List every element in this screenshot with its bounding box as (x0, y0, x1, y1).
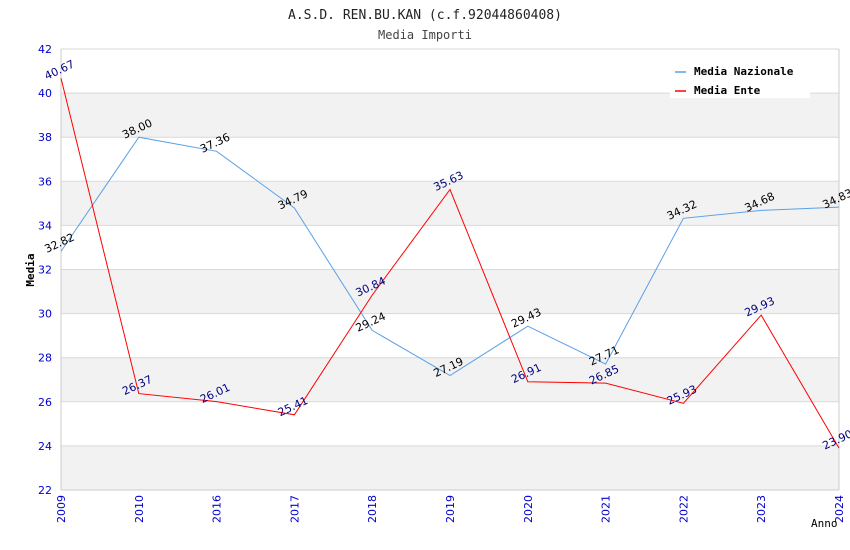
y-tick-label: 40 (38, 87, 52, 100)
x-tick-label: 2024 (833, 495, 846, 523)
series-line-media-ente (60, 78, 840, 449)
x-tick-labels: 2009 2010 2016 2017 2018 2019 2020 2021 2022 2023… (55, 495, 846, 523)
y-tick-label: 42 (38, 43, 52, 56)
data-label-media-nazionale: 32.82 (42, 231, 76, 256)
y-tick-label: 38 (38, 131, 52, 144)
y-tick-label: 32 (38, 264, 52, 277)
y-tick-label: 36 (38, 175, 52, 188)
grid-band (61, 357, 839, 402)
x-tick-label: 2009 (55, 495, 68, 523)
y-tick-label: 24 (38, 440, 52, 453)
x-tick-label: 2023 (755, 495, 768, 523)
legend-box (670, 60, 810, 98)
x-tick-label: 2020 (522, 495, 535, 523)
plot-axes (60, 49, 840, 491)
series-line-media-nazionale (60, 136, 840, 377)
x-tick-label: 2022 (677, 495, 690, 523)
x-tick-label: 2010 (133, 495, 146, 523)
chart-subtitle: Media Importi (378, 28, 472, 42)
legend-label-media-nazionale: Media Nazionale (694, 65, 794, 78)
plot-bands (61, 93, 839, 490)
x-tick-label: 2021 (600, 495, 613, 523)
x-tick-label: 2019 (444, 495, 457, 523)
y-tick-label: 30 (38, 308, 52, 321)
grid-band (61, 181, 839, 226)
y-tick-label: 22 (38, 484, 52, 497)
y-tick-label: 26 (38, 396, 52, 409)
y-tick-labels: 22 24 26 28 30 32 34 36 38 40 42 (38, 43, 52, 497)
legend-label-media-ente: Media Ente (694, 84, 761, 97)
data-label-media-ente: 40.67 (42, 58, 76, 83)
series-lines (60, 78, 840, 449)
grid-band (61, 269, 839, 314)
grid-band (61, 93, 839, 138)
chart-title: A.S.D. REN.BU.KAN (c.f.92044860408) (288, 8, 562, 23)
x-tick-label: 2018 (366, 495, 379, 523)
legend: Media Nazionale Media Ente (670, 60, 810, 98)
y-tick-label: 28 (38, 352, 52, 365)
y-axis-label: Media (24, 253, 37, 286)
x-axis-label: Anno (811, 517, 838, 530)
x-tick-label: 2016 (211, 495, 224, 523)
y-tick-label: 34 (38, 219, 52, 232)
grid-band (61, 445, 839, 490)
x-tick-label: 2017 (288, 495, 301, 523)
